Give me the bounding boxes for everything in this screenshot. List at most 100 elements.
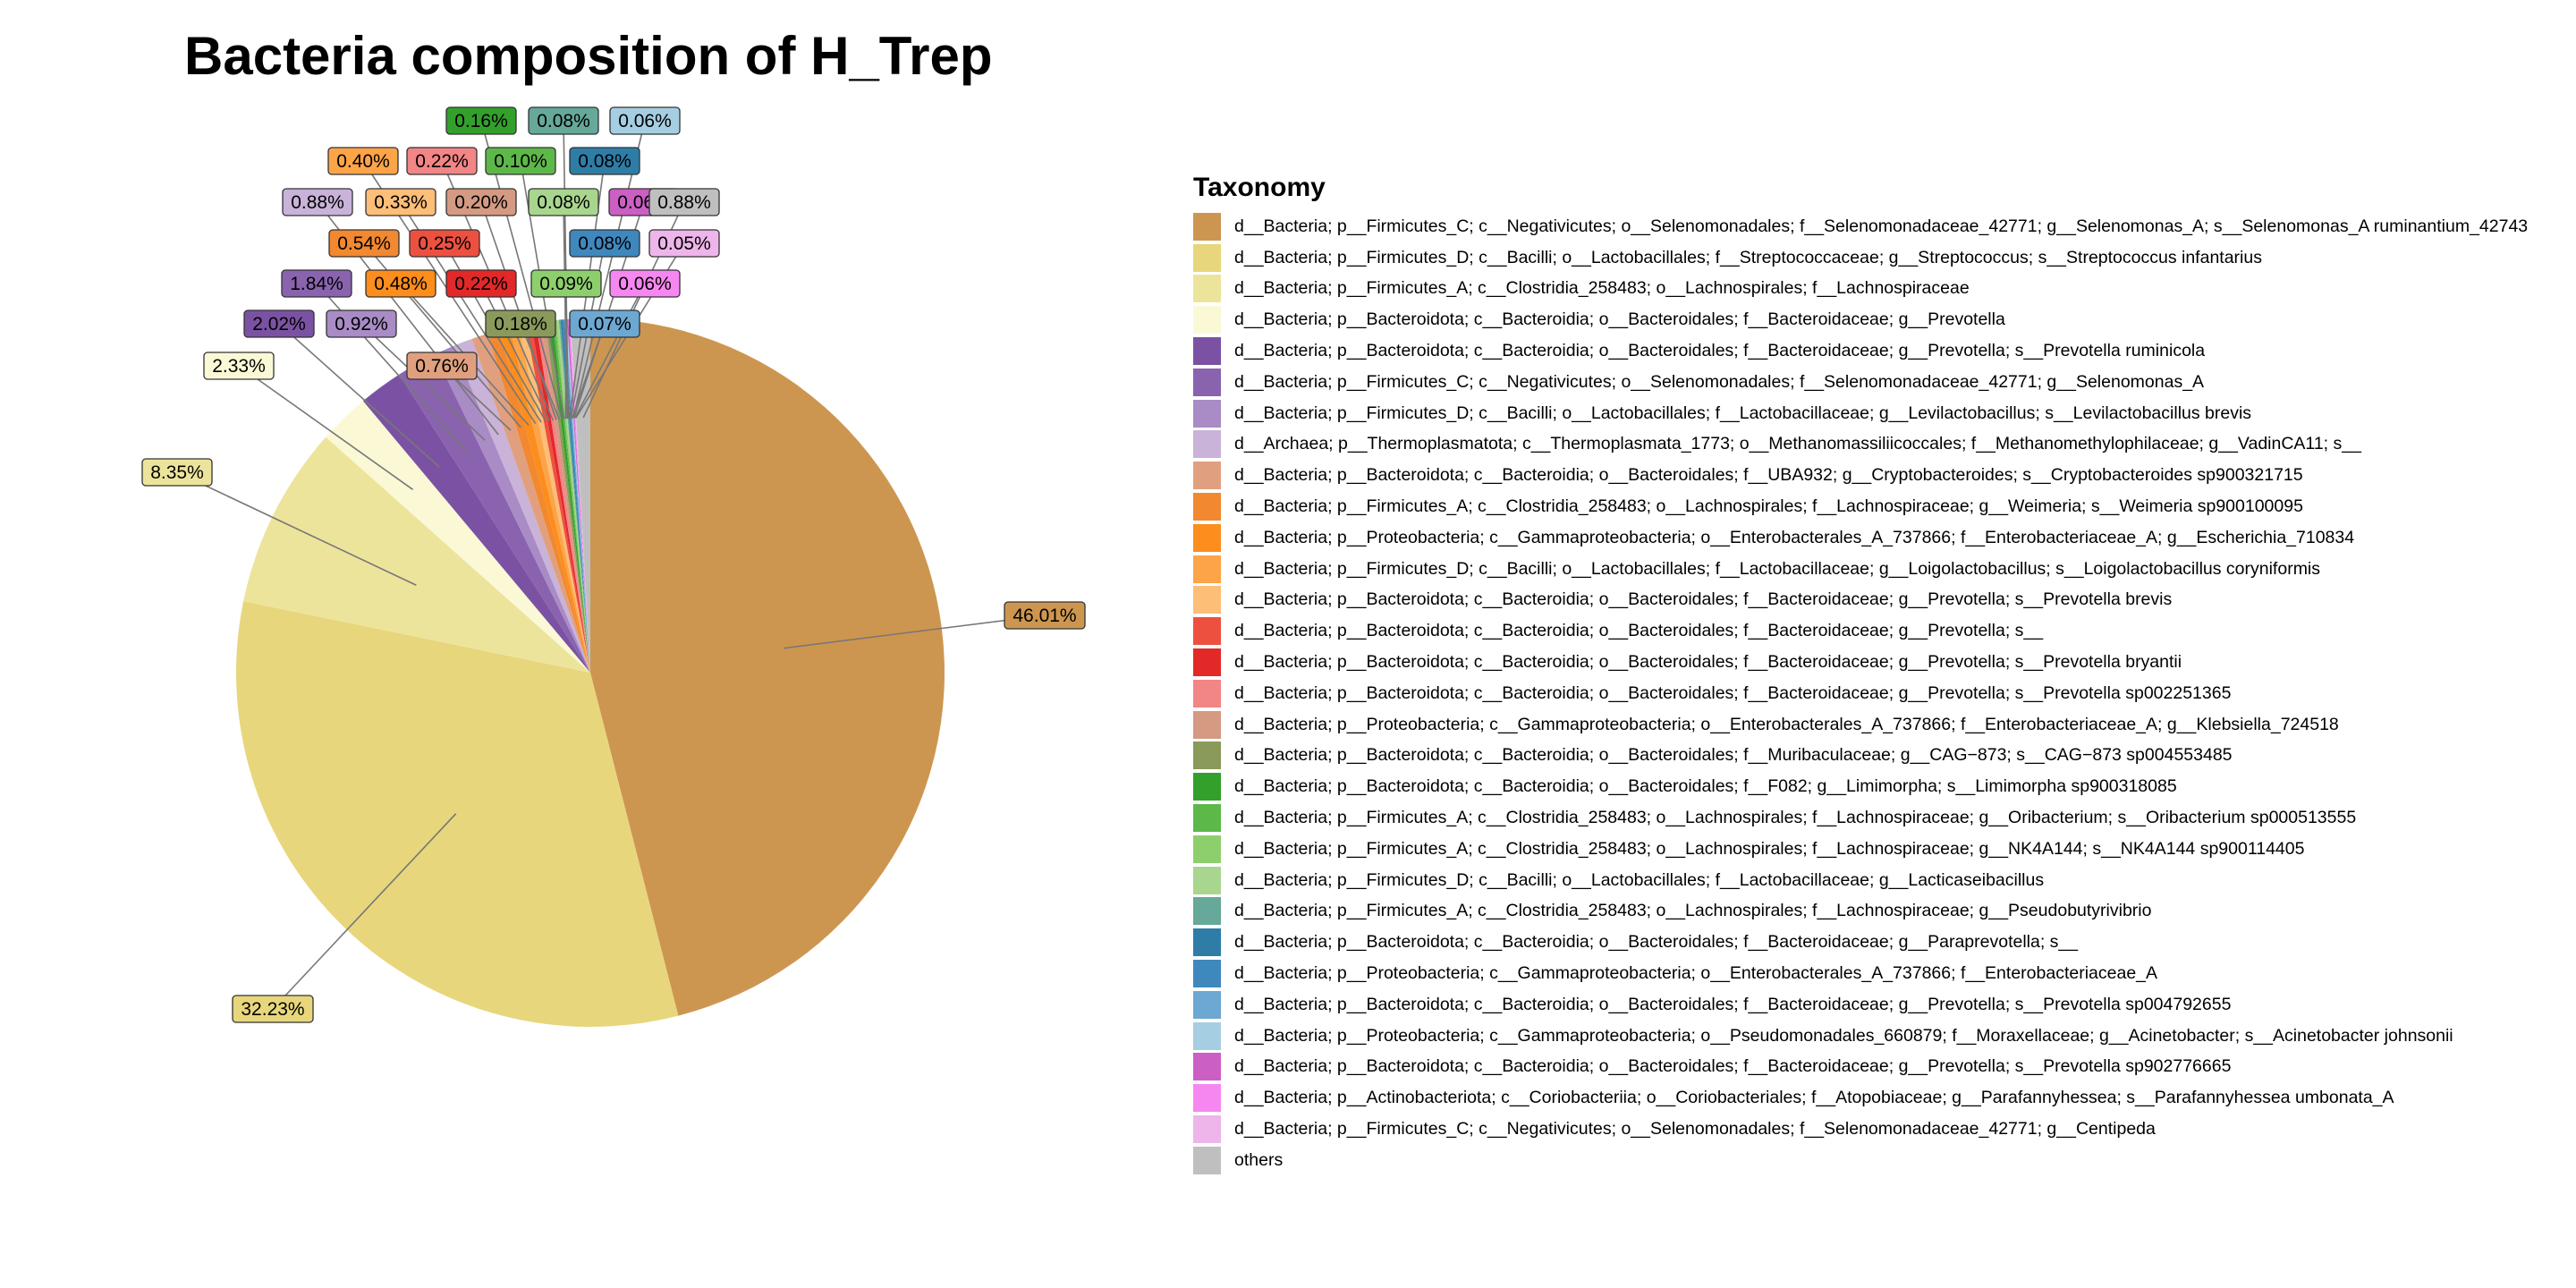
legend-items: d__Bacteria; p__Firmicutes_C; c__Negativ… (1193, 211, 2571, 1176)
legend-item: d__Bacteria; p__Proteobacteria; c__Gamma… (1193, 709, 2571, 741)
legend-swatch (1193, 928, 1221, 957)
pie-label-box (569, 147, 640, 175)
legend-label: d__Bacteria; p__Firmicutes_D; c__Bacilli… (1234, 558, 2321, 579)
pie-data-label: 0.08% (537, 111, 590, 131)
pie-leader-line (176, 471, 417, 586)
pie-data-label: 0.76% (415, 356, 469, 377)
pie-leader-line (238, 365, 413, 490)
pie-label-box (327, 147, 399, 175)
pie-slice (590, 318, 945, 1016)
legend-item: others (1193, 1145, 2571, 1176)
pie-data-label: 46.01% (1013, 606, 1076, 626)
legend-item: d__Bacteria; p__Bacteroidota; c__Bactero… (1193, 1052, 2571, 1083)
legend-label: d__Bacteria; p__Firmicutes_C; c__Negativ… (1234, 371, 2205, 392)
legend-item: d__Bacteria; p__Bacteroidota; c__Bactero… (1193, 304, 2571, 335)
pie-slice (453, 338, 590, 673)
legend-swatch (1193, 399, 1221, 428)
legend-swatch (1193, 617, 1221, 646)
pie-data-label: 0.25% (418, 233, 471, 254)
legend-item: d__Bacteria; p__Bacteroidota; c__Bactero… (1193, 678, 2571, 709)
pie-label-box (445, 188, 517, 216)
pie-label-box (406, 147, 478, 175)
pie-leader-line (272, 813, 457, 1010)
pie-slice (525, 323, 590, 673)
pie-slice (399, 354, 590, 673)
pie-slice (435, 345, 590, 673)
legend-label: d__Bacteria; p__Bacteroidota; c__Bactero… (1234, 465, 2303, 486)
legend: Taxonomy d__Bacteria; p__Firmicutes_C; c… (1193, 168, 2571, 1176)
pie-label-box (281, 269, 352, 298)
pie-slice (536, 321, 590, 673)
legend-item: d__Bacteria; p__Firmicutes_C; c__Negativ… (1193, 1114, 2571, 1145)
legend-swatch (1193, 835, 1221, 863)
legend-label: d__Bacteria; p__Bacteroidota; c__Bactero… (1234, 994, 2232, 1014)
pie-leader-line (278, 323, 440, 468)
pie-label-box (569, 229, 640, 258)
pie-data-label: 0.16% (454, 111, 508, 131)
legend-swatch (1193, 1053, 1221, 1081)
legend-label: d__Bacteria; p__Bacteroidota; c__Bactero… (1234, 621, 2044, 641)
pie-leader-line (574, 283, 646, 419)
legend-item: d__Bacteria; p__Firmicutes_D; c__Bacilli… (1193, 398, 2571, 429)
legend-swatch (1193, 493, 1221, 521)
legend-item: d__Bacteria; p__Firmicutes_A; c__Clostri… (1193, 491, 2571, 522)
pie-label-box (203, 352, 275, 380)
legend-item: d__Bacteria; p__Actinobacteriota; c__Cor… (1193, 1082, 2571, 1114)
pie-label-box (282, 188, 353, 216)
pie-slice (562, 319, 590, 673)
legend-item: d__Bacteria; p__Firmicutes_D; c__Bacilli… (1193, 865, 2571, 896)
pie-label-box (365, 269, 436, 298)
legend-label: d__Bacteria; p__Actinobacteriota; c__Cor… (1234, 1088, 2394, 1108)
pie-label-box (485, 309, 556, 338)
legend-swatch (1193, 710, 1221, 739)
legend-swatch (1193, 337, 1221, 366)
pie-leader-line (360, 323, 486, 441)
legend-item: d__Bacteria; p__Proteobacteria; c__Gamma… (1193, 522, 2571, 554)
pie-leader-line (480, 283, 551, 421)
pie-label-box (648, 188, 720, 216)
pie-data-label: 32.23% (241, 999, 304, 1020)
pie-label-box (528, 106, 599, 135)
pie-data-label: 0.92% (335, 314, 388, 335)
pie-slice (530, 322, 590, 673)
legend-item: d__Bacteria; p__Bacteroidota; c__Bactero… (1193, 615, 2571, 647)
pie-slice (499, 327, 590, 673)
pie-data-label: 0.06% (618, 274, 672, 294)
pie-data-label: 0.40% (336, 151, 390, 172)
legend-item: d__Bacteria; p__Firmicutes_A; c__Clostri… (1193, 896, 2571, 928)
legend-label: d__Bacteria; p__Bacteroidota; c__Bactero… (1234, 589, 2173, 610)
legend-label: d__Bacteria; p__Proteobacteria; c__Gamma… (1234, 527, 2355, 547)
pie-leader-line (783, 614, 1046, 649)
legend-item: d__Bacteria; p__Bacteroidota; c__Bactero… (1193, 647, 2571, 678)
pie-leader-line (563, 201, 568, 419)
pie-label-box (406, 352, 478, 380)
pie-label-box (569, 309, 640, 338)
pie-chart: 46.01% 32.23% 8.35% 2.33% 2.02% 1.84% 0.92% 0.8… (141, 106, 1086, 1027)
legend-label: d__Bacteria; p__Firmicutes_C; c__Negativ… (1234, 216, 2529, 236)
pie-data-label: 0.08% (578, 151, 631, 172)
legend-swatch (1193, 555, 1221, 583)
pie-label-box (609, 106, 681, 135)
legend-label: d__Bacteria; p__Firmicutes_C; c__Negativ… (1234, 1119, 2156, 1139)
pie-data-label: 0.20% (454, 192, 508, 213)
pie-label-box (232, 995, 314, 1023)
pie-slice (518, 324, 590, 673)
legend-swatch (1193, 462, 1221, 490)
legend-label: d__Bacteria; p__Firmicutes_A; c__Clostri… (1234, 278, 1970, 299)
pie-slice (326, 401, 590, 673)
legend-label: d__Bacteria; p__Bacteroidota; c__Bactero… (1234, 1056, 2232, 1077)
legend-item: d__Bacteria; p__Firmicutes_C; c__Negativ… (1193, 211, 2571, 242)
pie-slice (545, 320, 590, 673)
pie-data-label: 2.33% (212, 356, 266, 377)
pie-slice (487, 330, 590, 673)
pie-label-box (445, 269, 517, 298)
pie-data-label: 8.35% (150, 462, 204, 483)
legend-item: d__Bacteria; p__Bacteroidota; c__Bactero… (1193, 460, 2571, 491)
pie-label-box (445, 106, 517, 135)
pie-label-box (1004, 601, 1086, 630)
legend-swatch (1193, 1021, 1221, 1050)
legend-item: d__Bacteria; p__Bacteroidota; c__Bactero… (1193, 335, 2571, 367)
legend-label: d__Bacteria; p__Bacteroidota; c__Bactero… (1234, 932, 2079, 953)
pie-data-label: 0.06% (618, 111, 672, 131)
pie-slices (236, 318, 945, 1027)
